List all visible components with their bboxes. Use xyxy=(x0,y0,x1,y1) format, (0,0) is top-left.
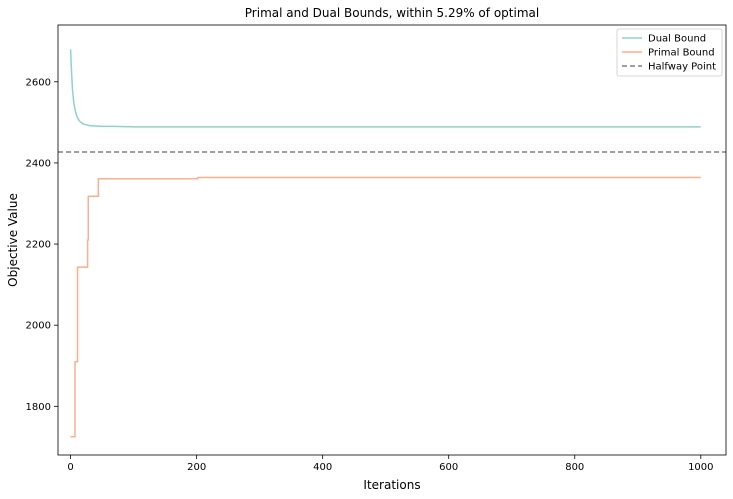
chart-title: Primal and Dual Bounds, within 5.29% of … xyxy=(245,6,539,20)
legend-box xyxy=(616,28,723,77)
y-tick-label: 2400 xyxy=(26,158,51,169)
legend-label: Halfway Point xyxy=(648,62,716,73)
y-tick-label: 2200 xyxy=(26,240,51,251)
x-tick-label: 800 xyxy=(565,462,584,473)
legend-label: Primal Bound xyxy=(648,48,715,59)
y-tick-label: 2600 xyxy=(26,77,51,88)
legend: Dual Bound Primal Bound Halfway Point xyxy=(616,28,723,77)
x-tick-label: 600 xyxy=(439,462,458,473)
x-tick-label: 200 xyxy=(187,462,206,473)
y-axis-label: Objective Value xyxy=(6,193,20,287)
y-tick-label: 1800 xyxy=(26,402,51,413)
series-primal-bound xyxy=(70,176,701,438)
plot-area-frame xyxy=(57,24,727,456)
x-axis-label: Iterations xyxy=(363,478,420,492)
y-tick-label: 2000 xyxy=(26,321,51,332)
x-tick-label: 0 xyxy=(67,462,73,473)
x-tick-label: 400 xyxy=(313,462,332,473)
series-dual-bound xyxy=(69,49,701,128)
legend-label: Dual Bound xyxy=(648,34,706,45)
x-tick-label: 1000 xyxy=(688,462,713,473)
